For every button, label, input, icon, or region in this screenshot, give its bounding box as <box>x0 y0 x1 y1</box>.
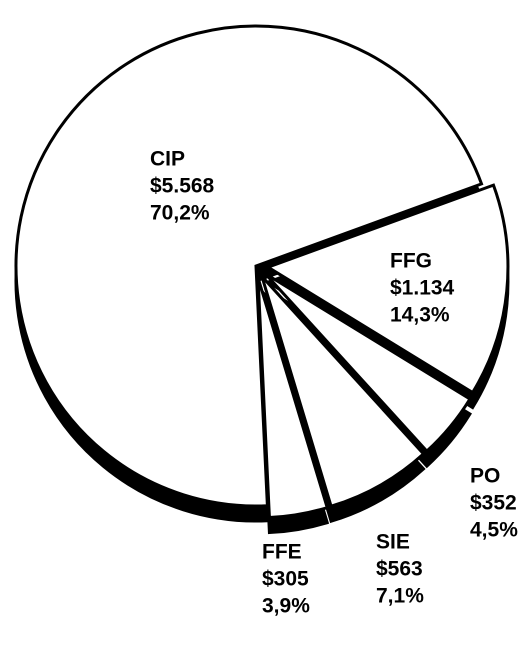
amount-label: $1.134 <box>390 277 455 300</box>
slice <box>256 277 330 520</box>
amount-label: $563 <box>376 558 423 581</box>
slice-label: PO <box>470 465 500 488</box>
percent-label: 4,5% <box>470 519 518 542</box>
slice-label: CIP <box>150 148 185 171</box>
amount-label: $5.568 <box>150 175 215 198</box>
percent-label: 3,9% <box>262 595 310 618</box>
slice-label: FFG <box>390 250 432 273</box>
slice <box>264 272 472 454</box>
percent-label: 70,2% <box>150 202 210 225</box>
percent-label: 14,3% <box>390 304 450 327</box>
slice <box>264 183 510 395</box>
slice <box>260 275 426 509</box>
slice-label: FFE <box>262 541 302 564</box>
amount-label: $352 <box>470 492 517 515</box>
amount-label: $305 <box>262 568 309 591</box>
percent-label: 7,1% <box>376 585 424 608</box>
slice <box>14 24 484 508</box>
slice-label: SIE <box>376 531 410 554</box>
